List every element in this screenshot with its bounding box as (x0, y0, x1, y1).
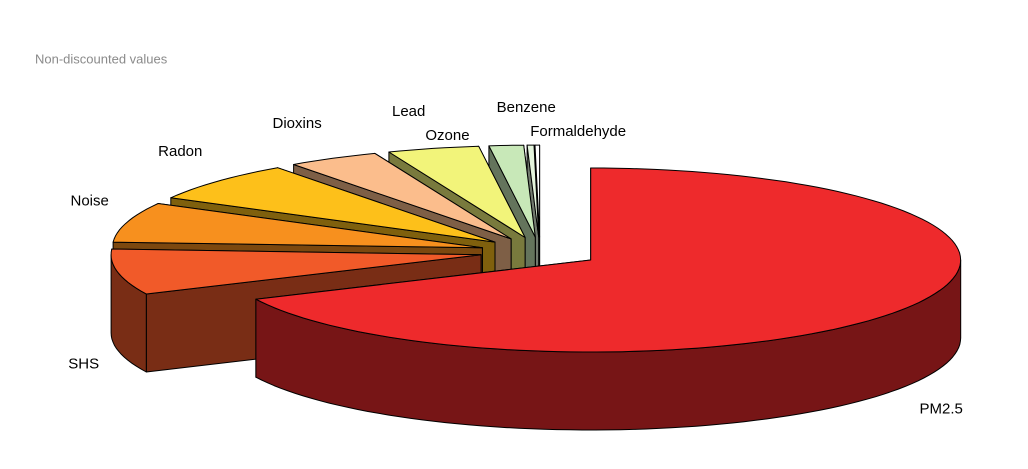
slice-label: Noise (71, 193, 109, 210)
slice-top (170, 167, 496, 243)
slice-label: Formaldehyde (530, 123, 626, 140)
slice-label: PM2.5 (920, 401, 963, 418)
slice-top (112, 203, 483, 249)
slice-top (255, 167, 962, 353)
slice-top (534, 144, 541, 238)
slice-top (526, 144, 540, 238)
slice-label: SHS (68, 355, 99, 372)
chart-subtitle: Non-discounted values (35, 51, 168, 66)
slice-label: Radon (158, 143, 202, 160)
slice-top (293, 152, 512, 240)
slice-label: Benzene (497, 99, 556, 116)
slice-label: Lead (392, 103, 425, 120)
slice-label: Ozone (425, 127, 469, 144)
slice (255, 167, 962, 431)
slice-top (110, 248, 482, 295)
slice-label: Dioxins (273, 115, 322, 132)
slice-top (488, 144, 536, 238)
slice-top (388, 145, 526, 238)
